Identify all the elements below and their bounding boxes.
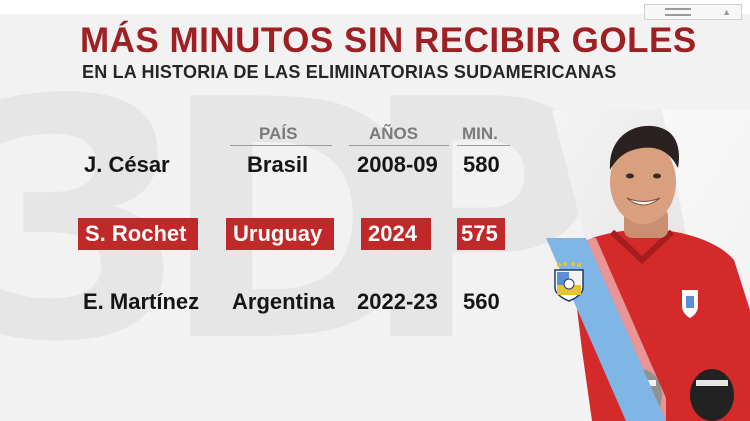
row3-years: 2022-23 [357,289,438,314]
graphic-subtitle: EN LA HISTORIA DE LAS ELIMINATORIAS SUDA… [82,62,617,82]
window-menu-icon [665,8,691,16]
header-country: PAÍS [259,124,298,143]
row2-country: Uruguay [233,221,323,246]
top-bar [0,0,750,14]
header-underline-minutes [457,145,510,146]
header-underline-years [349,145,449,146]
graphic-title: MÁS MINUTOS SIN RECIBIR GOLES [80,21,697,60]
row2-country-highlight [226,218,334,250]
row2-years: 2024 [368,221,417,246]
header-years: AÑOS [369,124,419,143]
row3-player: E. Martínez [83,289,200,314]
header-underline-country [230,145,332,146]
row1-minutes: 580 [463,152,500,177]
row2-player: S. Rochet [85,221,187,246]
header-minutes: MIN. [462,124,498,143]
dropdown-triangle-icon: ▲ [722,7,731,17]
row3-country: Argentina [232,289,335,314]
row2-years-highlight [361,218,431,250]
row3-minutes: 560 [463,289,500,314]
row2-player-highlight [78,218,198,250]
row1-country: Brasil [247,152,309,177]
uruguay-crest-icon [554,262,584,302]
row1-years: 2008-09 [357,152,438,177]
window-menu-control[interactable]: ▲ [644,4,742,20]
row1-player: J. César [84,152,170,177]
row2-minutes-highlight [457,218,505,250]
row2-minutes: 575 [461,221,498,246]
